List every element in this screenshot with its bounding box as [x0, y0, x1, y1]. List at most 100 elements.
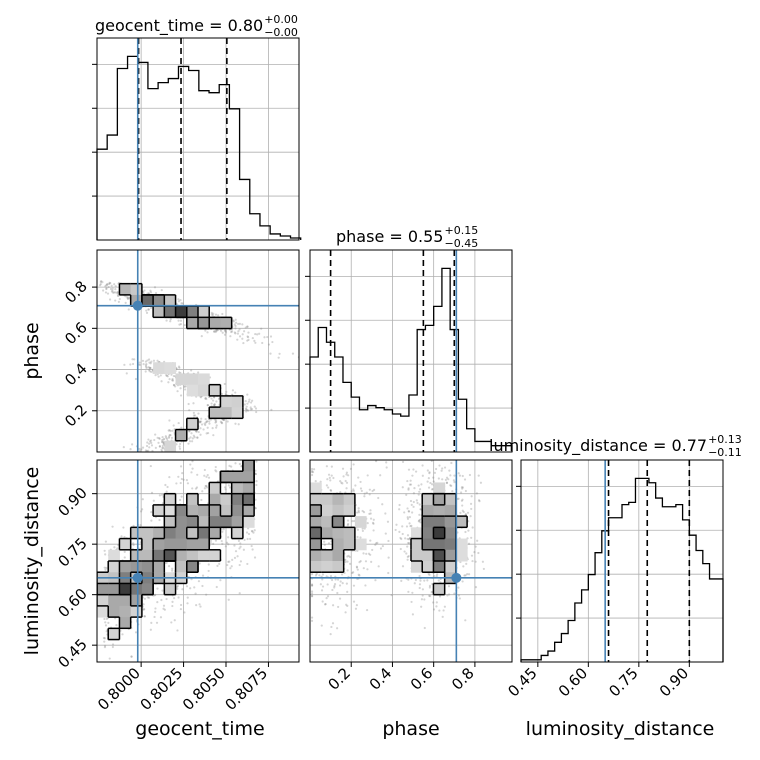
sample-point [310, 595, 314, 598]
sample-point [409, 525, 412, 528]
density-cell [209, 549, 221, 562]
sample-point [107, 285, 110, 289]
sample-point [123, 556, 126, 559]
sample-point [352, 600, 356, 603]
sample-point [121, 633, 124, 636]
sample-point [405, 525, 409, 528]
sample-point [142, 292, 145, 295]
density-cell [153, 294, 165, 307]
sample-point [319, 583, 322, 586]
sample-point [229, 335, 232, 338]
sample-point [202, 428, 205, 431]
sample-point [160, 380, 163, 383]
sample-point [440, 457, 442, 459]
sample-point [140, 448, 143, 451]
sample-point [352, 584, 356, 587]
sample-point [191, 487, 194, 490]
sample-point [147, 358, 151, 361]
sample-point [198, 562, 201, 565]
sample-point [212, 434, 215, 437]
density-cell [130, 561, 143, 573]
sample-point [461, 474, 464, 478]
sample-point [141, 359, 145, 362]
sample-point [411, 591, 414, 594]
sample-point [369, 509, 372, 512]
sample-point [111, 645, 114, 649]
panel-title-upper-error: +0.00 [264, 13, 298, 26]
sample-point [144, 364, 148, 367]
sample-point [469, 502, 473, 505]
sample-point [159, 374, 162, 377]
panel-background [97, 38, 299, 240]
sample-point [406, 479, 409, 483]
sample-point [165, 374, 168, 377]
sample-point [116, 292, 119, 295]
sample-point [171, 604, 174, 608]
sample-point [357, 573, 360, 576]
sample-point [399, 536, 402, 540]
sample-point [116, 547, 119, 550]
sample-point [407, 468, 411, 471]
sample-point [250, 544, 253, 548]
sample-point [167, 381, 170, 384]
sample-point [381, 503, 384, 506]
sample-point [355, 604, 358, 607]
sample-point [155, 621, 159, 624]
sample-point [428, 586, 431, 589]
sample-point [146, 359, 149, 362]
sample-point [145, 365, 148, 368]
density-cell [321, 493, 333, 506]
sample-point [215, 470, 218, 473]
sample-point [459, 491, 463, 494]
sample-point [177, 596, 180, 599]
sample-point [356, 528, 360, 531]
sample-point [206, 420, 209, 423]
sample-point [161, 440, 164, 443]
sample-point [428, 594, 431, 597]
panel-frame [309, 459, 513, 663]
sample-point [251, 548, 254, 551]
sample-point [138, 447, 141, 451]
sample-point [238, 335, 242, 338]
x-tick-label-luminosity_distance: 0.75 [605, 664, 641, 700]
sample-point [310, 469, 314, 473]
density-cell [433, 583, 446, 596]
y-axis-label-phase: phase [21, 322, 43, 379]
sample-point [133, 358, 136, 361]
sample-point [246, 325, 249, 328]
sample-point [201, 584, 204, 588]
density-cell [198, 538, 210, 551]
density-cell [455, 538, 468, 551]
sample-point [426, 469, 429, 472]
sample-point [427, 572, 430, 575]
sample-point [347, 474, 350, 477]
sample-point [177, 298, 180, 301]
sample-point [99, 280, 102, 284]
sample-point [157, 375, 160, 378]
sample-point [245, 410, 248, 413]
sample-point [106, 292, 110, 295]
density-cell [164, 493, 177, 506]
density-cell [433, 538, 446, 551]
sample-point [344, 479, 347, 483]
sample-point [361, 509, 364, 513]
sample-point [214, 539, 218, 542]
sample-point [183, 611, 186, 614]
sample-point [220, 539, 223, 543]
density-cell [310, 504, 322, 517]
x-tick-label-geocent_time: 0.8025 [137, 664, 187, 714]
sample-point [154, 374, 157, 377]
sample-point [246, 335, 249, 338]
sample-point [246, 393, 249, 396]
panel-frame [96, 37, 300, 241]
sample-point [457, 497, 460, 500]
sample-point [185, 585, 189, 588]
sample-point [247, 331, 250, 334]
density-cell [422, 549, 434, 562]
sample-point [407, 487, 410, 490]
sample-point [134, 377, 138, 381]
sample-point [210, 402, 213, 405]
sample-point [195, 430, 198, 433]
sample-point [145, 366, 148, 370]
sample-point [369, 553, 372, 556]
